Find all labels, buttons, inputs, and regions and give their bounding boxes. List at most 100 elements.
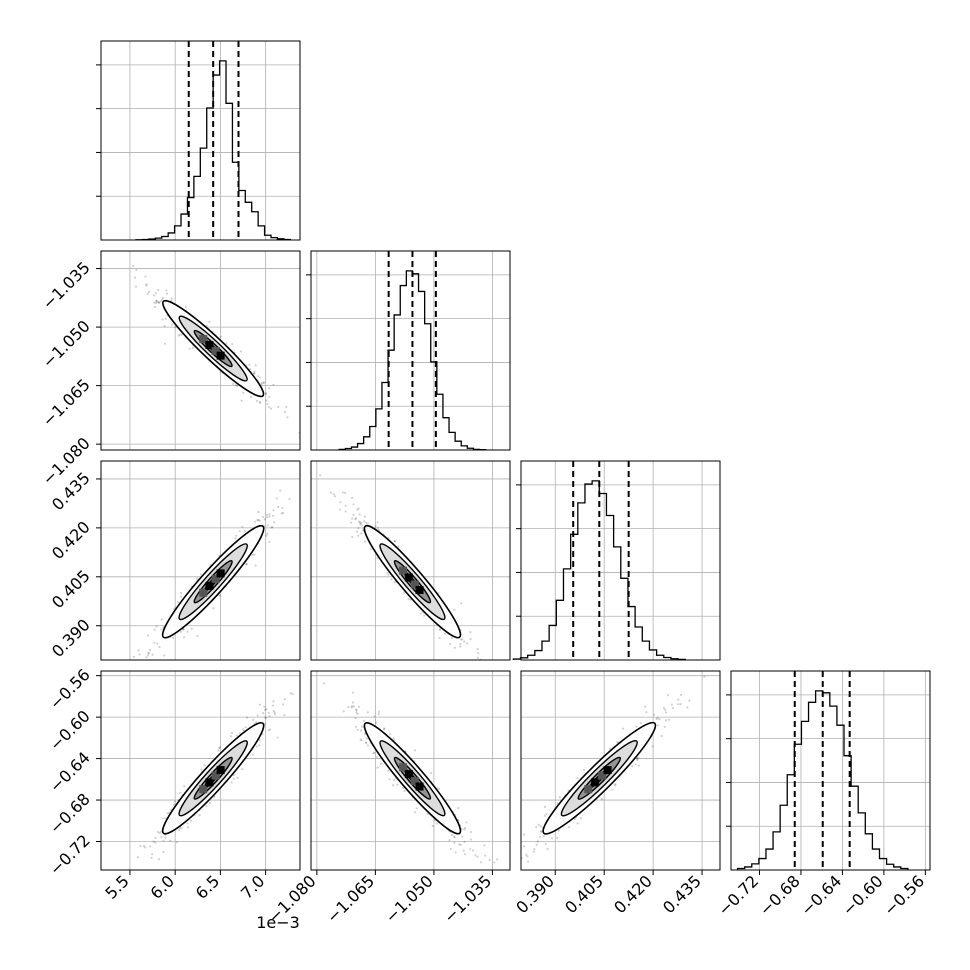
scatter-point bbox=[543, 805, 547, 808]
x-tick-label: −1.050 bbox=[381, 871, 436, 926]
scatter-point bbox=[622, 727, 625, 730]
scatter-point bbox=[376, 557, 379, 560]
scatter-point bbox=[476, 648, 479, 651]
scatter-point bbox=[171, 323, 174, 326]
x-tick-label: −0.72 bbox=[714, 871, 762, 919]
scatter-point bbox=[205, 324, 208, 327]
scatter-point bbox=[267, 711, 270, 715]
scatter-point bbox=[258, 519, 261, 522]
scatter-point bbox=[397, 545, 400, 548]
scatter-point bbox=[357, 507, 360, 510]
scatter-point bbox=[219, 335, 222, 338]
scatter-point bbox=[182, 628, 185, 631]
scatter-point bbox=[608, 747, 612, 750]
scatter-point bbox=[163, 342, 167, 345]
scatter-point bbox=[724, 637, 726, 639]
scatter-point bbox=[161, 296, 165, 299]
scatter-point bbox=[161, 298, 164, 301]
panel-frame bbox=[310, 670, 511, 871]
scatter-point bbox=[460, 602, 463, 605]
y-tick-label: 0.420 bbox=[48, 517, 94, 563]
scatter-point bbox=[677, 703, 680, 706]
scatter-point bbox=[219, 746, 222, 749]
scatter-point bbox=[271, 526, 274, 529]
scatter-point bbox=[365, 741, 368, 744]
scatter-point bbox=[394, 540, 397, 543]
x-tick-label: 0.390 bbox=[512, 871, 558, 917]
scatter-point bbox=[452, 835, 456, 838]
scatter-point bbox=[413, 811, 417, 814]
panel-content bbox=[132, 468, 308, 670]
scatter-point bbox=[163, 654, 166, 657]
density-peak bbox=[603, 766, 612, 775]
scatter-point bbox=[231, 343, 234, 346]
scatter-point bbox=[164, 836, 167, 839]
scatter-point bbox=[535, 825, 538, 829]
scatter-point bbox=[361, 725, 364, 728]
scatter-point bbox=[147, 668, 149, 670]
scatter-point bbox=[458, 843, 461, 846]
panel-frame bbox=[310, 460, 511, 661]
scatter-point bbox=[550, 837, 554, 840]
scatter-point bbox=[158, 301, 161, 304]
scatter-point bbox=[352, 503, 355, 506]
scatter-point bbox=[155, 299, 158, 302]
scatter-point bbox=[203, 764, 206, 767]
scatter-point bbox=[139, 844, 142, 848]
scatter-point bbox=[407, 598, 410, 601]
scatter-point bbox=[355, 709, 358, 712]
scatter-point bbox=[517, 858, 519, 860]
scatter-point bbox=[457, 807, 460, 810]
y-tick-label: −1.065 bbox=[39, 375, 94, 430]
density-peak bbox=[410, 580, 419, 589]
scatter-point bbox=[356, 728, 359, 731]
scatter-point bbox=[423, 614, 426, 617]
scatter-point bbox=[137, 649, 140, 652]
scatter-point bbox=[611, 788, 614, 791]
scatter-point bbox=[703, 675, 706, 678]
scatter-point bbox=[147, 652, 150, 655]
scatter-point bbox=[135, 268, 138, 272]
scatter-point bbox=[269, 728, 272, 731]
scatter-point bbox=[306, 468, 308, 470]
scatter-point bbox=[349, 521, 353, 524]
scatter-point bbox=[573, 817, 577, 821]
scatter-point bbox=[258, 744, 261, 747]
scatter-point bbox=[437, 787, 441, 790]
density-peak bbox=[205, 581, 214, 590]
scatter-point bbox=[172, 803, 176, 806]
scatter-point bbox=[359, 521, 362, 524]
scatter-point bbox=[523, 833, 526, 836]
scatter-point bbox=[459, 645, 462, 648]
scatter-point bbox=[245, 562, 248, 566]
scatter-point bbox=[289, 692, 292, 695]
scatter-point bbox=[393, 540, 396, 543]
y-tick-label: −1.050 bbox=[39, 316, 94, 371]
scatter-point bbox=[653, 713, 656, 716]
scatter-point bbox=[283, 410, 287, 414]
scatter-point bbox=[387, 769, 390, 772]
scatter-point bbox=[280, 512, 283, 515]
scatter-point bbox=[255, 399, 258, 403]
scatter-point bbox=[218, 594, 222, 597]
y-tick-label: −1.035 bbox=[39, 258, 94, 313]
scatter-point bbox=[273, 521, 276, 524]
scatter-point bbox=[213, 796, 216, 799]
scatter-point bbox=[362, 719, 366, 722]
scatter-point bbox=[360, 532, 363, 535]
scatter-point bbox=[266, 524, 270, 527]
scatter-point bbox=[635, 725, 638, 728]
x-tick-label: 0.405 bbox=[561, 871, 607, 917]
scatter-point bbox=[162, 839, 165, 842]
scatter-point bbox=[281, 512, 285, 515]
scatter-point bbox=[153, 305, 156, 308]
scatter-point bbox=[199, 573, 202, 576]
scatter-point bbox=[256, 714, 259, 717]
scatter-point bbox=[156, 830, 160, 833]
scatter-point bbox=[449, 642, 452, 646]
scatter-point bbox=[415, 807, 418, 810]
scatter-point bbox=[186, 822, 189, 825]
panel-content bbox=[319, 474, 482, 660]
scatter-point bbox=[350, 705, 354, 708]
scatter-point bbox=[576, 777, 579, 780]
